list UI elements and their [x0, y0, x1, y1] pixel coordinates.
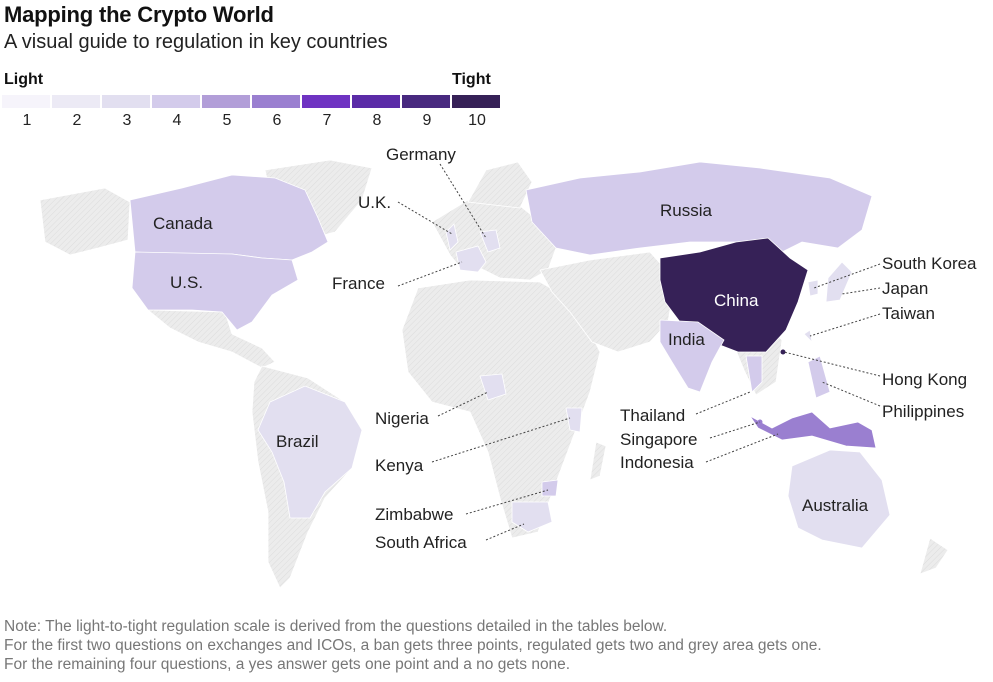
- south-korea-shape: [807, 279, 819, 297]
- label-india: India: [668, 330, 705, 349]
- label-japan: Japan: [882, 279, 928, 298]
- zimbabwe-shape: [541, 479, 559, 497]
- madagascar-shape: [589, 441, 607, 481]
- legend-swatch-8: [352, 95, 400, 108]
- legend-number-1: 1: [22, 112, 32, 129]
- label-hong-kong: Hong Kong: [882, 370, 967, 389]
- label-australia: Australia: [802, 496, 869, 515]
- label-kenya: Kenya: [375, 456, 424, 475]
- mexico-central-america-shape: [146, 309, 276, 369]
- south-africa-leader: [485, 523, 525, 541]
- kenya-shape: [565, 407, 583, 433]
- legend-number-3: 3: [122, 112, 132, 129]
- label-us: U.S.: [170, 273, 203, 292]
- label-taiwan: Taiwan: [882, 304, 935, 323]
- hong-kong-leader: [783, 351, 881, 377]
- kenya-leader: [431, 417, 571, 463]
- philippines-leader: [821, 381, 881, 407]
- label-russia: Russia: [660, 201, 713, 220]
- legend-number-7: 7: [322, 112, 332, 129]
- france-leader: [397, 261, 463, 287]
- new-zealand-shape: [919, 537, 949, 575]
- legend-color-scale: [2, 95, 502, 108]
- thailand-leader: [695, 391, 751, 415]
- japan-leader: [841, 287, 881, 295]
- label-uk: U.K.: [358, 193, 391, 212]
- legend-number-2: 2: [72, 112, 82, 129]
- label-south-korea: South Korea: [882, 254, 977, 273]
- brazil-shape: [257, 385, 363, 519]
- legend-number-6: 6: [272, 112, 282, 129]
- nigeria-leader: [437, 391, 489, 417]
- legend-swatch-7: [302, 95, 350, 108]
- us-shape: [131, 251, 299, 331]
- france-shape: [455, 245, 487, 273]
- world-map: Germany U.K. France Canada U.S. Russia C…: [39, 145, 977, 589]
- label-thailand: Thailand: [620, 406, 685, 425]
- legend-swatch-4: [152, 95, 200, 108]
- legend-swatch-9: [402, 95, 450, 108]
- philippines-shape: [807, 355, 831, 399]
- legend-swatch-10: [452, 95, 500, 108]
- legend-swatch-2: [52, 95, 100, 108]
- label-zimbabwe: Zimbabwe: [375, 505, 453, 524]
- chart-title: Mapping the Crypto World: [4, 2, 274, 27]
- germany-leader: [439, 163, 487, 239]
- taiwan-leader: [809, 313, 881, 337]
- scandinavia-shape: [467, 161, 533, 209]
- singapore-leader: [709, 421, 761, 439]
- legend-number-8: 8: [372, 112, 382, 129]
- legend-number-4: 4: [172, 112, 182, 129]
- label-singapore: Singapore: [620, 430, 698, 449]
- south-africa-shape: [511, 501, 553, 533]
- label-philippines: Philippines: [882, 402, 964, 421]
- footnote-line-2: For the first two questions on exchanges…: [4, 637, 822, 654]
- label-canada: Canada: [153, 214, 213, 233]
- footnote-line-3: For the remaining four questions, a yes …: [4, 656, 571, 673]
- thailand-shape: [745, 355, 763, 393]
- label-indonesia: Indonesia: [620, 453, 694, 472]
- uk-shape: [445, 223, 459, 251]
- indonesia-leader: [705, 433, 779, 463]
- footnote-line-1: Note: The light-to-tight regulation scal…: [4, 618, 668, 635]
- label-france: France: [332, 274, 385, 293]
- indonesia-shape: [749, 411, 877, 449]
- label-brazil: Brazil: [276, 432, 319, 451]
- label-germany: Germany: [386, 145, 456, 164]
- legend-number-9: 9: [422, 112, 432, 129]
- alaska-shape: [39, 187, 131, 256]
- uk-leader: [397, 201, 453, 235]
- japan-shape: [825, 261, 853, 303]
- india-shape: [659, 319, 725, 393]
- legend-number-10: 10: [468, 112, 486, 129]
- russia-shape: [525, 161, 873, 256]
- label-nigeria: Nigeria: [375, 409, 429, 428]
- australia-shape: [787, 449, 891, 549]
- legend-swatch-3: [102, 95, 150, 108]
- middle-east-central-asia-shape: [539, 251, 676, 353]
- hong-kong-marker: [780, 349, 786, 355]
- chart-subtitle: A visual guide to regulation in key coun…: [4, 31, 388, 53]
- label-south-africa: South Africa: [375, 533, 467, 552]
- legend-low-label: Light: [4, 71, 44, 88]
- legend-high-label: Tight: [452, 71, 491, 88]
- legend-swatch-6: [252, 95, 300, 108]
- legend-swatch-5: [202, 95, 250, 108]
- legend-number-5: 5: [222, 112, 232, 129]
- legend-swatch-1: [2, 95, 50, 108]
- nigeria-shape: [479, 373, 507, 401]
- label-china: China: [714, 291, 759, 310]
